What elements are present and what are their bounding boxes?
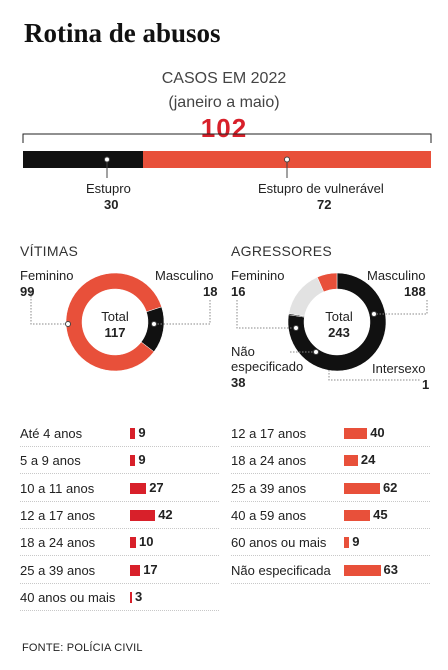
vitimas-age-row: 18 a 24 anos 10 [20, 528, 219, 557]
vitimas-age-row-bar [130, 564, 141, 576]
vitimas-age-row-label: 18 a 24 anos [20, 535, 96, 551]
page-title: Rotina de abusos [24, 18, 221, 48]
agressores-age-row-label: 60 anos ou mais [231, 535, 327, 551]
vitimas-leader-masculino [154, 300, 211, 325]
section-agressores: AGRESSORES [231, 243, 333, 259]
agressores-age-row-bar [344, 564, 381, 576]
agressores-age-row-label: 12 a 17 anos [231, 426, 307, 441]
vitimas-age-row-label: 10 a 11 anos [20, 480, 95, 496]
agressores-value-nao-especificado: 38 [231, 375, 246, 390]
vitimas-age-row-label: 5 a 9 anos [20, 453, 81, 469]
agressores-value-masculino: 188 [404, 284, 426, 299]
vitimas-age-row-bar [130, 537, 136, 549]
stacked-value-estupro: 30 [104, 197, 119, 212]
stacked-bar-estupro [23, 151, 143, 168]
agressores-label-masculino: Masculino [367, 268, 426, 283]
vitimas-age-row-value: 9 [138, 425, 146, 440]
vitimas-age-row-label: 25 a 39 anos [20, 562, 96, 578]
agressores-leader-intersexo [328, 370, 420, 381]
agressores-age-row-label: 40 a 59 anos [231, 507, 307, 523]
vitimas-age-row-label: Até 4 anos [20, 426, 83, 441]
agressores-age-row-bar [344, 509, 371, 521]
agressores-label-feminino: Feminino [231, 268, 285, 283]
vitimas-age-row-value: 42 [158, 506, 173, 522]
agressores-age-row: 25 a 39 anos 62 [231, 474, 430, 502]
vitimas-age-row: 10 a 11 anos 27 [20, 474, 219, 502]
vitimas-age-row-value: 17 [143, 561, 158, 577]
vitimas-leader-feminino [30, 290, 68, 325]
stacked-marker-estupro [104, 156, 110, 163]
vitimas-value-masculino: 18 [203, 284, 218, 299]
agressores-marker-nao-especificado [313, 349, 319, 355]
agressores-age-row-value: 40 [370, 425, 385, 440]
vitimas-age-row: 5 a 9 anos 9 [20, 446, 219, 475]
vitimas-label-masculino: Masculino [155, 268, 214, 283]
agressores-age-row-bar [344, 455, 358, 467]
total-bracket [22, 133, 432, 143]
agressores-leader-masculino [374, 300, 428, 315]
vitimas-age-row-bar [130, 455, 136, 467]
overview-subtitle: CASOS EM 2022 [161, 70, 287, 87]
stacked-value-estupro-vulneravel: 72 [317, 197, 332, 212]
vitimas-age-row-value: 9 [138, 452, 146, 468]
overview-period: (janeiro a maio) [168, 94, 280, 111]
vitimas-age-row: 25 a 39 anos 17 [20, 556, 219, 584]
vitimas-age-row-label: 12 a 17 anos [20, 507, 96, 523]
agressores-age-row-value: 24 [360, 452, 376, 468]
agressores-label-nao-especificado: Não especificado [231, 344, 304, 374]
stacked-label-estupro: Estupro [86, 181, 131, 196]
vitimas-age-row-value: 3 [135, 588, 143, 604]
vitimas-label-feminino: Feminino [20, 268, 74, 283]
overview-total: 102 [200, 113, 248, 143]
vitimas-age-row-bar [130, 428, 136, 439]
agressores-age-row: 40 a 59 anos 45 [231, 501, 430, 529]
vitimas-marker-masculino [151, 321, 157, 327]
agressores-age-row: 60 anos ou mais 9 [231, 528, 430, 557]
agressores-age-row-label: 25 a 39 anos [231, 480, 307, 496]
agressores-age-row-value: 45 [373, 506, 388, 522]
vitimas-age-row-label: 40 anos ou mais [20, 589, 116, 605]
vitimas-age-row-value: 27 [149, 479, 164, 495]
agressores-age-row-value: 9 [352, 534, 360, 550]
agressores-donut-slice-0 [287, 272, 387, 372]
agressores-age-row: 18 a 24 anos 24 [231, 446, 430, 475]
source-note: FONTE: POLÍCIA CIVIL [22, 642, 143, 654]
agressores-age-row: Não especificada 63 [231, 556, 430, 584]
agressores-marker-masculino [371, 311, 377, 317]
vitimas-age-row: Até 4 anos 9 [20, 419, 219, 447]
agressores-value-feminino: 16 [231, 284, 246, 299]
vitimas-marker-feminino [65, 321, 71, 327]
vitimas-age-row-value: 10 [139, 534, 154, 550]
agressores-age-row-bar [344, 428, 368, 439]
vitimas-age-row-bar [130, 509, 156, 521]
stacked-marker-estupro-vulneravel [284, 156, 290, 163]
agressores-age-row-bar [344, 482, 380, 494]
vitimas-age-row-bar [130, 482, 147, 494]
agressores-center-label: Total [325, 309, 353, 324]
agressores-leader-feminino [236, 300, 296, 329]
agressores-donut-slice-3 [316, 272, 338, 293]
vitimas-age-row: 40 anos ou mais 3 [20, 583, 219, 611]
vitimas-center-total: 117 [104, 325, 126, 340]
vitimas-age-row: 12 a 17 anos 42 [20, 501, 219, 529]
agressores-age-row-label: 18 a 24 anos [231, 453, 307, 469]
vitimas-value-feminino: 99 [20, 284, 35, 299]
agressores-marker-feminino [293, 325, 299, 331]
vitimas-center-label: Total [101, 309, 129, 324]
stacked-label-estupro-vulneravel: Estupro de vulnerável [258, 181, 384, 196]
agressores-value-intersexo: 1 [422, 377, 430, 392]
section-vitimas: VÍTIMAS [20, 243, 79, 259]
vitimas-donut-slice-1 [65, 272, 162, 372]
vitimas-age-row-bar [130, 591, 132, 603]
agressores-label-intersexo: Intersexo [372, 361, 426, 376]
agressores-age-row-label: Não especificada [231, 562, 331, 578]
agressores-center-total: 243 [328, 325, 350, 340]
agressores-age-row-value: 63 [383, 561, 398, 577]
agressores-age-row-value: 62 [382, 479, 398, 495]
agressores-age-row-bar [344, 537, 350, 549]
agressores-age-row: 12 a 17 anos 40 [231, 419, 430, 447]
